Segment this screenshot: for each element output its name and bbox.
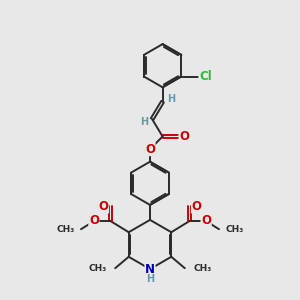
Text: O: O	[179, 130, 189, 143]
Text: O: O	[98, 200, 109, 213]
Text: O: O	[191, 200, 202, 213]
Text: H: H	[140, 116, 148, 127]
Text: CH₃: CH₃	[88, 264, 107, 273]
Text: O: O	[201, 214, 211, 227]
Text: N: N	[145, 262, 155, 276]
Text: H: H	[146, 274, 154, 284]
Text: O: O	[145, 142, 155, 156]
Text: H: H	[167, 94, 175, 104]
Text: CH₃: CH₃	[56, 225, 74, 234]
Text: Cl: Cl	[199, 70, 212, 83]
Text: O: O	[89, 214, 99, 227]
Text: CH₃: CH₃	[226, 225, 244, 234]
Text: CH₃: CH₃	[193, 264, 212, 273]
